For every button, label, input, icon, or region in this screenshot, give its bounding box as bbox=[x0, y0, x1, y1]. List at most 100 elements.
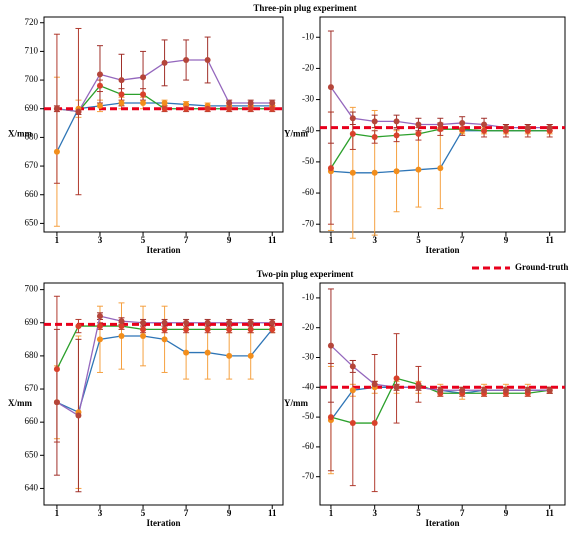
marker bbox=[226, 105, 233, 112]
marker bbox=[327, 165, 334, 172]
x-axis-label: Iteration bbox=[426, 518, 460, 528]
y-axis-label: X/mm bbox=[8, 129, 32, 139]
marker bbox=[140, 333, 147, 340]
marker bbox=[118, 333, 125, 340]
marker bbox=[349, 130, 356, 137]
marker bbox=[204, 105, 211, 112]
marker bbox=[161, 100, 168, 106]
marker bbox=[75, 108, 82, 115]
marker bbox=[226, 319, 233, 326]
marker bbox=[161, 319, 168, 326]
x-tick-label: 5 bbox=[141, 235, 146, 245]
x-tick-label: 9 bbox=[227, 508, 232, 518]
x-tick-label: 1 bbox=[55, 235, 60, 245]
chart-title: Two-pin plug experiment bbox=[257, 269, 354, 279]
marker bbox=[183, 319, 190, 326]
marker bbox=[459, 119, 466, 126]
marker bbox=[327, 342, 334, 349]
marker bbox=[96, 71, 103, 78]
marker bbox=[393, 384, 400, 391]
marker bbox=[415, 384, 422, 391]
marker bbox=[247, 100, 254, 106]
marker bbox=[226, 100, 233, 106]
marker bbox=[53, 399, 60, 406]
y-tick-label: 640 bbox=[25, 482, 39, 492]
marker bbox=[459, 126, 466, 133]
marker bbox=[247, 105, 254, 112]
y-tick-label: 680 bbox=[25, 350, 39, 360]
marker bbox=[140, 91, 147, 98]
marker bbox=[269, 100, 276, 106]
y-tick-label: 650 bbox=[25, 449, 39, 459]
marker bbox=[546, 124, 553, 131]
marker bbox=[393, 375, 400, 382]
plot-frame bbox=[319, 282, 566, 506]
marker bbox=[161, 59, 168, 66]
y-axis-label: Y/mm bbox=[284, 398, 308, 408]
y-tick-label: -20 bbox=[302, 322, 314, 332]
x-tick-label: 1 bbox=[55, 508, 60, 518]
marker bbox=[502, 387, 509, 394]
marker bbox=[349, 387, 356, 394]
marker bbox=[349, 115, 356, 122]
y-tick-label: -30 bbox=[302, 352, 314, 362]
y-tick-label: -30 bbox=[302, 94, 314, 104]
marker bbox=[204, 326, 211, 333]
marker bbox=[481, 127, 488, 134]
plot-frame bbox=[319, 16, 566, 233]
marker bbox=[53, 105, 60, 112]
marker bbox=[481, 387, 488, 394]
marker bbox=[226, 352, 233, 359]
marker bbox=[183, 349, 190, 356]
marker bbox=[415, 130, 422, 137]
marker bbox=[437, 387, 444, 394]
x-tick-label: 9 bbox=[504, 508, 509, 518]
x-tick-label: 7 bbox=[184, 508, 189, 518]
x-tick-label: 7 bbox=[460, 235, 465, 245]
x-tick-label: 9 bbox=[504, 235, 509, 245]
marker bbox=[247, 352, 254, 359]
chart-title: Three-pin plug experiment bbox=[253, 3, 356, 13]
y-tick-label: -40 bbox=[302, 381, 314, 391]
y-tick-label: 690 bbox=[25, 103, 39, 113]
y-tick-label: -70 bbox=[302, 218, 314, 228]
marker bbox=[118, 318, 125, 325]
y-tick-label: 670 bbox=[25, 160, 39, 170]
y-tick-label: 660 bbox=[25, 189, 39, 199]
y-tick-label: 650 bbox=[25, 217, 39, 227]
marker bbox=[393, 168, 400, 175]
marker bbox=[96, 323, 103, 330]
y-tick-label: -50 bbox=[302, 156, 314, 166]
x-axis-label: Iteration bbox=[147, 245, 181, 255]
marker bbox=[183, 101, 190, 108]
y-tick-label: 670 bbox=[25, 383, 39, 393]
x-tick-label: 5 bbox=[141, 508, 146, 518]
y-axis-label: X/mm bbox=[8, 398, 32, 408]
marker bbox=[269, 326, 276, 333]
marker bbox=[183, 57, 190, 63]
y-axis-label: Y/mm bbox=[284, 129, 308, 139]
marker bbox=[415, 121, 422, 128]
x-tick-label: 11 bbox=[268, 235, 277, 245]
marker bbox=[371, 133, 378, 140]
marker bbox=[140, 326, 147, 333]
marker bbox=[204, 57, 211, 63]
x-tick-label: 7 bbox=[460, 508, 465, 518]
marker bbox=[371, 118, 378, 125]
x-axis-label: Iteration bbox=[147, 518, 181, 528]
y-tick-label: -20 bbox=[302, 62, 314, 72]
x-tick-label: 5 bbox=[416, 508, 421, 518]
marker bbox=[327, 414, 334, 421]
y-tick-label: -60 bbox=[302, 441, 314, 451]
marker bbox=[437, 165, 444, 172]
marker bbox=[349, 169, 356, 176]
marker bbox=[53, 148, 60, 155]
marker bbox=[96, 82, 103, 89]
marker bbox=[96, 102, 103, 109]
marker bbox=[502, 124, 509, 131]
marker bbox=[437, 126, 444, 133]
marker bbox=[161, 326, 168, 333]
legend-label: Ground-truth bbox=[515, 262, 568, 272]
y-tick-label: -60 bbox=[302, 187, 314, 197]
marker bbox=[371, 169, 378, 176]
